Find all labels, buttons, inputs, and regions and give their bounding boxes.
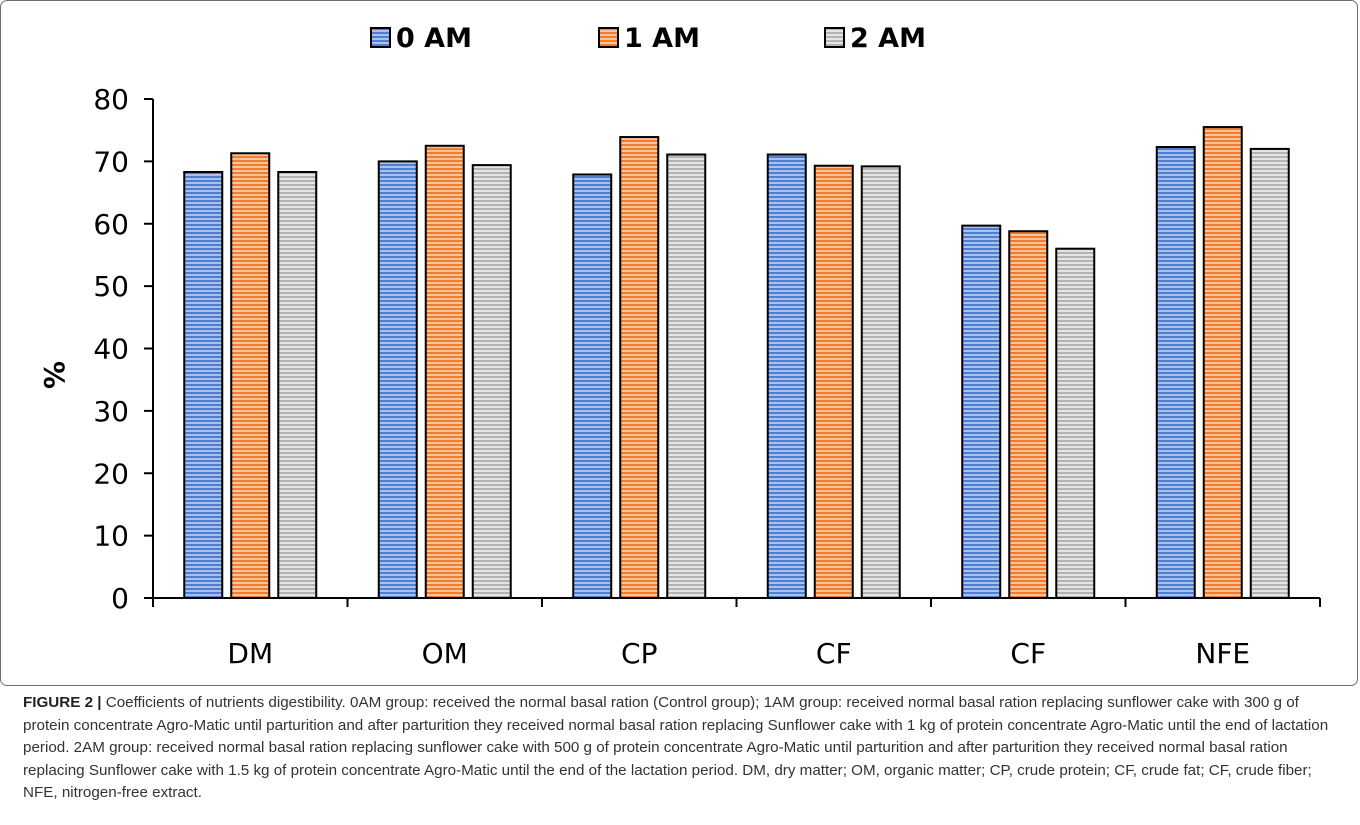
bar-nfe-0am: [1155, 146, 1196, 599]
x-tick-label: CP: [621, 637, 657, 670]
figure-caption-text: Coefficients of nutrients digestibility.…: [23, 694, 1329, 802]
bar-cf-1am: [1008, 230, 1049, 600]
y-tick-label: 40: [93, 333, 129, 366]
y-tick-label: 10: [93, 520, 129, 553]
bars: [183, 126, 1290, 600]
y-axis: 0 10 20 30 40 50 60 70 80: [93, 83, 154, 615]
x-tick-label: NFE: [1195, 637, 1250, 670]
bar-chart: 0 AM 1 AM 2 AM 0 10 20 30 40 50 60 70 80 DM OM CP CF C…: [38, 23, 1321, 670]
bar-dm-0am: [183, 170, 224, 599]
bar-nfe-1am: [1202, 126, 1243, 599]
y-tick-label: 60: [93, 208, 129, 241]
y-tick-label: 70: [93, 145, 129, 178]
y-tick-label: 30: [93, 395, 129, 428]
bar-cp-2am: [666, 153, 707, 599]
bar-cf-1am: [813, 164, 854, 600]
legend-swatch: [370, 27, 391, 48]
x-tick-label: DM: [227, 637, 273, 670]
bar-om-2am: [471, 164, 512, 599]
y-tick-label: 20: [93, 457, 129, 490]
y-axis-label: %: [38, 361, 71, 389]
bar-om-0am: [377, 160, 418, 599]
bar-cf-2am: [860, 165, 901, 600]
bar-dm-1am: [230, 152, 271, 600]
bar-cp-1am: [619, 136, 660, 600]
bar-cf-0am: [766, 153, 807, 599]
y-tick-label: 80: [93, 83, 129, 116]
legend-label: 1 AM: [624, 23, 700, 54]
y-tick-label: 0: [111, 582, 129, 615]
figure-label: FIGURE 2 |: [23, 694, 102, 711]
x-axis: DM OM CP CF CF NFE: [152, 597, 1321, 670]
legend-swatch: [598, 27, 619, 48]
bar-cf-2am: [1055, 247, 1096, 599]
bar-cf-0am: [961, 224, 1002, 599]
bar-om-1am: [424, 144, 465, 599]
y-tick-label: 50: [93, 270, 129, 303]
legend-label: 0 AM: [396, 23, 472, 54]
x-tick-label: OM: [422, 637, 468, 670]
legend: 0 AM 1 AM 2 AM: [370, 23, 926, 54]
figure-caption: FIGURE 2 | Coefficients of nutrients dig…: [23, 692, 1341, 805]
bar-dm-2am: [277, 170, 318, 599]
x-tick-label: CF: [1010, 637, 1046, 670]
bar-nfe-2am: [1249, 147, 1290, 599]
x-tick-label: CF: [816, 637, 852, 670]
bar-cp-0am: [572, 173, 613, 599]
legend-label: 2 AM: [850, 23, 926, 54]
legend-swatch: [824, 27, 845, 48]
